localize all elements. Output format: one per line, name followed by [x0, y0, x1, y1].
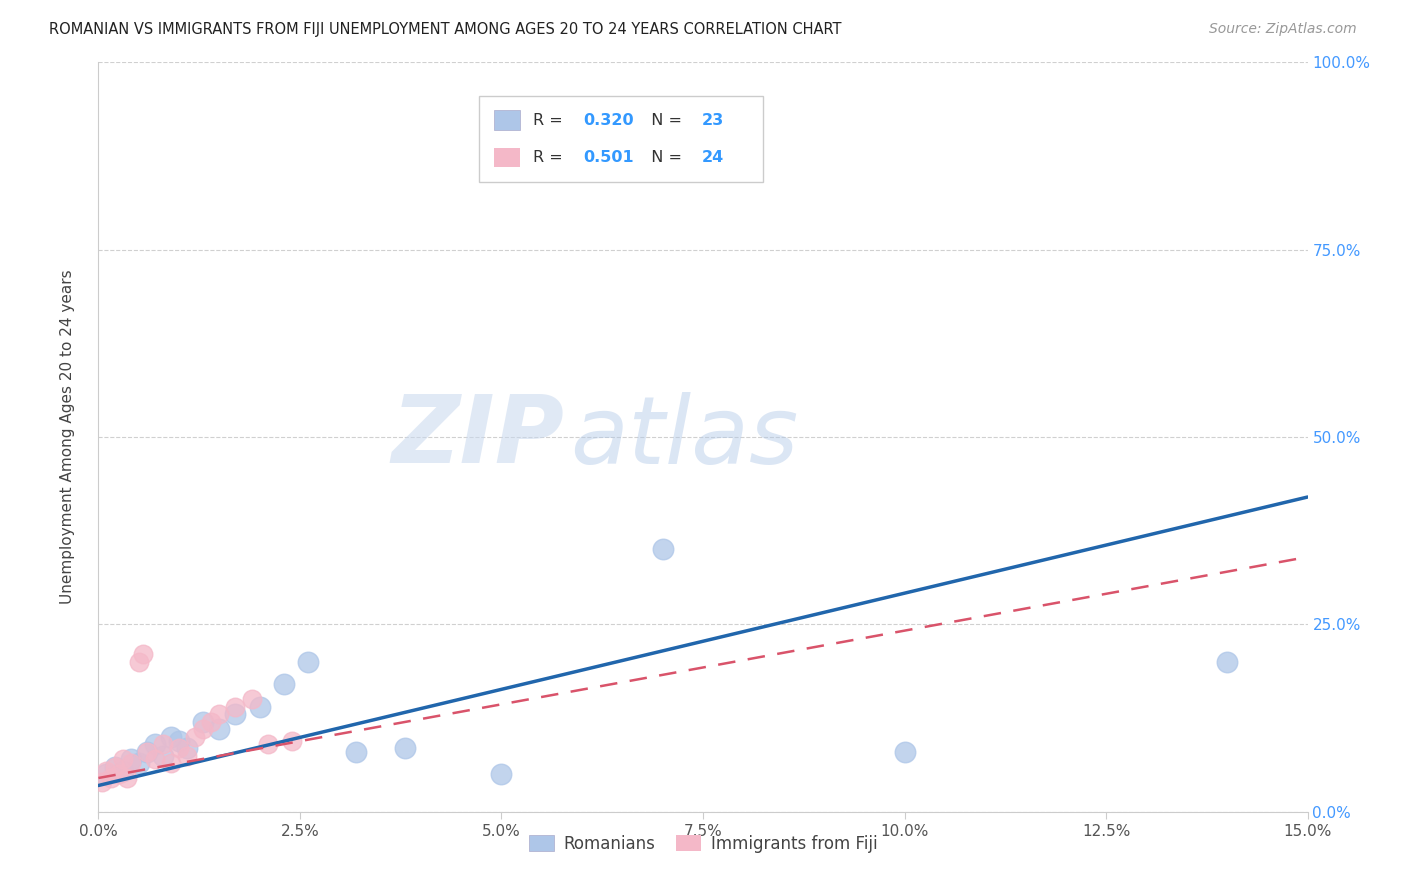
Point	[200, 714, 222, 729]
Point	[394, 741, 416, 756]
Point	[273, 677, 295, 691]
Point	[120, 756, 142, 770]
Text: 24: 24	[702, 150, 724, 165]
Point	[224, 707, 246, 722]
Point	[107, 767, 129, 781]
Point	[281, 733, 304, 747]
Point	[132, 648, 155, 662]
Y-axis label: Unemployment Among Ages 20 to 24 years: Unemployment Among Ages 20 to 24 years	[60, 269, 75, 605]
Text: R =: R =	[533, 150, 568, 165]
Point	[491, 767, 513, 781]
Point	[111, 764, 134, 778]
Point	[249, 699, 271, 714]
Text: 23: 23	[702, 112, 724, 128]
Point	[893, 745, 915, 759]
FancyBboxPatch shape	[494, 111, 520, 130]
Point	[176, 741, 198, 756]
Point	[143, 752, 166, 766]
FancyBboxPatch shape	[494, 148, 520, 168]
Point	[344, 745, 367, 759]
Point	[128, 756, 150, 770]
Point	[651, 542, 673, 557]
Point	[96, 767, 118, 781]
Text: atlas: atlas	[569, 392, 799, 483]
Text: N =: N =	[641, 112, 688, 128]
Point	[193, 714, 215, 729]
Point	[1216, 655, 1239, 669]
Point	[193, 723, 215, 737]
Point	[128, 655, 150, 669]
Point	[103, 760, 125, 774]
Point	[111, 752, 134, 766]
Point	[135, 745, 157, 759]
Text: 0.320: 0.320	[583, 112, 634, 128]
Text: N =: N =	[641, 150, 688, 165]
Point	[96, 764, 118, 778]
Text: ROMANIAN VS IMMIGRANTS FROM FIJI UNEMPLOYMENT AMONG AGES 20 TO 24 YEARS CORRELAT: ROMANIAN VS IMMIGRANTS FROM FIJI UNEMPLO…	[49, 22, 842, 37]
Point	[91, 774, 114, 789]
Point	[208, 707, 231, 722]
Point	[167, 741, 190, 756]
Point	[135, 745, 157, 759]
Point	[160, 756, 183, 770]
Point	[103, 760, 125, 774]
Point	[208, 723, 231, 737]
Point	[115, 771, 138, 785]
Point	[184, 730, 207, 744]
Point	[240, 692, 263, 706]
Point	[224, 699, 246, 714]
Point	[167, 733, 190, 747]
Text: R =: R =	[533, 112, 568, 128]
Point	[176, 748, 198, 763]
Point	[256, 737, 278, 751]
Point	[152, 737, 174, 751]
Text: ZIP: ZIP	[391, 391, 564, 483]
Point	[120, 752, 142, 766]
Point	[297, 655, 319, 669]
FancyBboxPatch shape	[479, 96, 763, 182]
Point	[160, 730, 183, 744]
Text: Source: ZipAtlas.com: Source: ZipAtlas.com	[1209, 22, 1357, 37]
Point	[143, 737, 166, 751]
Point	[100, 771, 122, 785]
Legend: Romanians, Immigrants from Fiji: Romanians, Immigrants from Fiji	[522, 829, 884, 860]
Text: 0.501: 0.501	[583, 150, 634, 165]
Point	[152, 748, 174, 763]
